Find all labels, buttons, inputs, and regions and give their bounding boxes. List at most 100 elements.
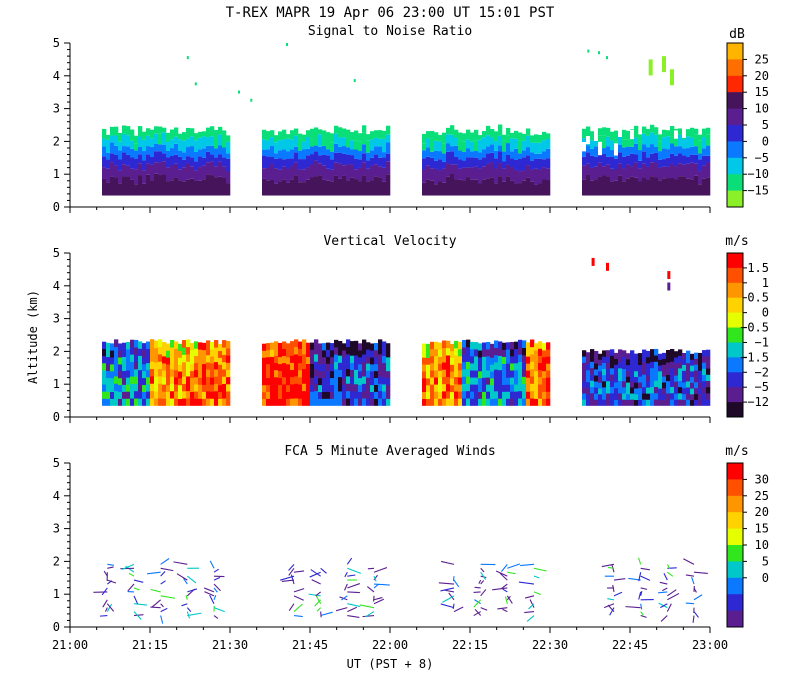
vv-cell (302, 361, 307, 370)
vv-cell (662, 393, 667, 400)
snr-cell (150, 129, 155, 139)
vv-cell (262, 343, 267, 351)
vv-cell (510, 363, 515, 371)
wind-stick (346, 557, 353, 565)
colorbar-label: 1 (762, 276, 769, 290)
snr-cell (450, 173, 455, 196)
vv-cell (306, 384, 311, 392)
snr-cell (350, 164, 355, 178)
snr-speck (598, 51, 600, 55)
snr-cell (650, 144, 655, 154)
snr-cell (678, 153, 683, 164)
vv-cell (590, 386, 595, 394)
vv-cell (122, 398, 127, 406)
snr-cell (678, 134, 683, 147)
snr-cell (282, 139, 287, 150)
vv-cell (194, 348, 199, 356)
snr-cell (430, 157, 435, 169)
vv-cell (262, 378, 267, 386)
vv-cell (538, 376, 543, 385)
snr-cell (426, 138, 431, 148)
vv-cell (462, 390, 467, 399)
colorbar-label: −10 (747, 167, 769, 181)
snr-cell (182, 159, 187, 168)
vv-cell (118, 377, 123, 386)
vv-cell (118, 371, 123, 379)
vv-cell (338, 355, 343, 363)
vv-cell (538, 398, 543, 406)
vv-cell (658, 365, 663, 372)
vv-cell (322, 343, 327, 351)
snr-cell (626, 178, 631, 196)
snr-cell (674, 179, 679, 196)
vv-cell (158, 398, 163, 406)
vv-cell (422, 398, 427, 406)
vv-cell (342, 391, 347, 399)
snr-cell (422, 158, 427, 170)
vv-cell (598, 359, 603, 366)
vv-cell (662, 376, 667, 383)
vv-cell (494, 369, 499, 377)
vv-cell (586, 399, 591, 406)
snr-cell (658, 151, 663, 160)
wind-stick (186, 575, 197, 584)
vv-cell (382, 341, 387, 349)
vv-cell (130, 390, 135, 399)
vv-cell (590, 367, 595, 375)
vv-cell (642, 399, 647, 406)
vv-cell (178, 391, 183, 399)
snr-cell (446, 176, 451, 196)
vv-cell (458, 377, 463, 385)
snr-cell (286, 169, 291, 183)
snr-cell (446, 134, 451, 144)
vv-cell (346, 376, 351, 384)
snr-cell (426, 179, 431, 196)
vv-cell (310, 363, 315, 371)
snr-cell (602, 135, 607, 149)
colorbar-label: 15 (755, 522, 769, 536)
vv-cell (486, 356, 491, 364)
snr-cell (186, 163, 191, 180)
snr-cell (202, 179, 207, 196)
vv-cell (646, 393, 651, 400)
vv-cell (322, 370, 327, 379)
wind-stick (693, 587, 697, 593)
wind-stick (373, 574, 378, 581)
snr-cell (322, 137, 327, 146)
vv-cell (130, 361, 135, 370)
vv-cell (226, 369, 231, 378)
vv-cell (366, 370, 371, 378)
snr-cell (498, 151, 503, 164)
vv-cell (706, 399, 711, 406)
snr-cell (282, 166, 287, 180)
vv-cell (486, 341, 491, 350)
vv-cell (474, 398, 479, 406)
vv-cell (134, 339, 139, 348)
vv-cell (494, 362, 499, 370)
vv-cell (150, 339, 155, 347)
vv-cell (158, 361, 163, 370)
snr-cell (598, 128, 603, 136)
wind-stick (500, 564, 508, 572)
vv-cell (194, 362, 199, 371)
wind-stick (314, 599, 322, 607)
snr-cell (458, 179, 463, 196)
vv-cell (438, 398, 443, 406)
vv-cell (270, 349, 275, 357)
vv-cell (210, 349, 215, 357)
vv-cell (354, 391, 359, 399)
snr-cell (306, 137, 311, 149)
vv-cell (102, 355, 107, 364)
snr-cell (630, 166, 635, 177)
vv-cell (618, 386, 623, 394)
snr-cell (514, 130, 519, 139)
vv-cell (306, 377, 311, 385)
vv-cell (286, 384, 291, 392)
vv-cell (122, 342, 127, 350)
vv-cell (322, 384, 327, 392)
vv-cell (214, 376, 219, 384)
vv-cell (590, 399, 595, 406)
snr-cell (646, 157, 651, 167)
snr-cell (682, 139, 687, 149)
